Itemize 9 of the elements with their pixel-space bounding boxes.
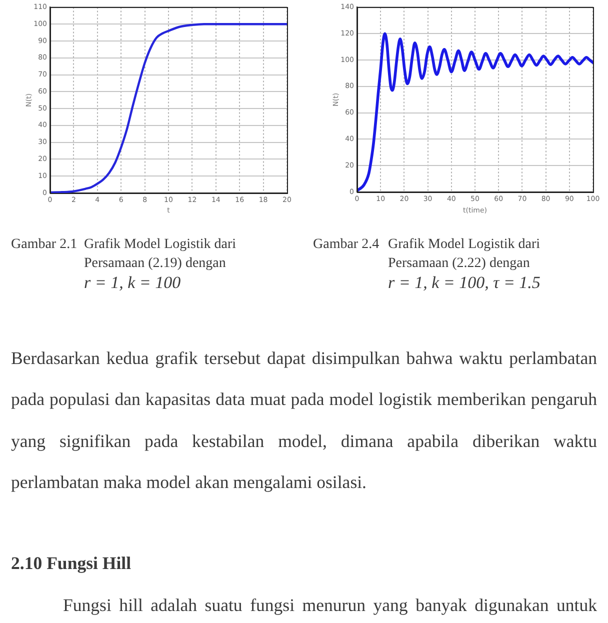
text: Berdasarkan kedua grafik tersebut dapat disimpulkan bahwa waktu perlambatan pada populasi dan kapasitas data muat pada model logistik memberikan pengaruh yang signifikan pada kestabilan model, dimana apabila diberikan waktu perlambatan maka model akan mengalami osilasi. [11, 347, 597, 494]
text: Grafik Model Logistik dari Persamaan (2.22) dengan [388, 236, 542, 273]
text: r = 1, k = 100 [84, 273, 181, 293]
text: Gambar 2.4 [313, 236, 380, 254]
text: r = 1, k = 100, τ = 1.5 [388, 273, 540, 293]
text: 2.10 Fungsi Hill [11, 552, 132, 575]
text: Gambar 2.1 [11, 236, 78, 254]
text: Grafik Model Logistik dari Persamaan (2.19) dengan [84, 236, 238, 273]
text: Fungsi hill adalah suatu fungsi menurun yang banyak digunakan untuk [62, 594, 597, 617]
